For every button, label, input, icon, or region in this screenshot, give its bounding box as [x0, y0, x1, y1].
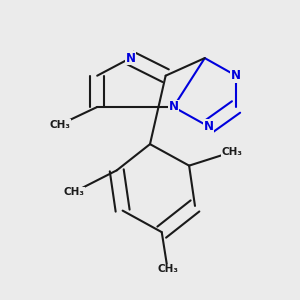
- Text: CH₃: CH₃: [63, 187, 84, 197]
- Text: CH₃: CH₃: [222, 147, 243, 157]
- Text: CH₃: CH₃: [157, 264, 178, 274]
- Text: N: N: [204, 120, 214, 133]
- Text: N: N: [125, 52, 135, 64]
- Text: N: N: [169, 100, 178, 113]
- Text: CH₃: CH₃: [50, 120, 70, 130]
- Text: N: N: [231, 69, 241, 82]
